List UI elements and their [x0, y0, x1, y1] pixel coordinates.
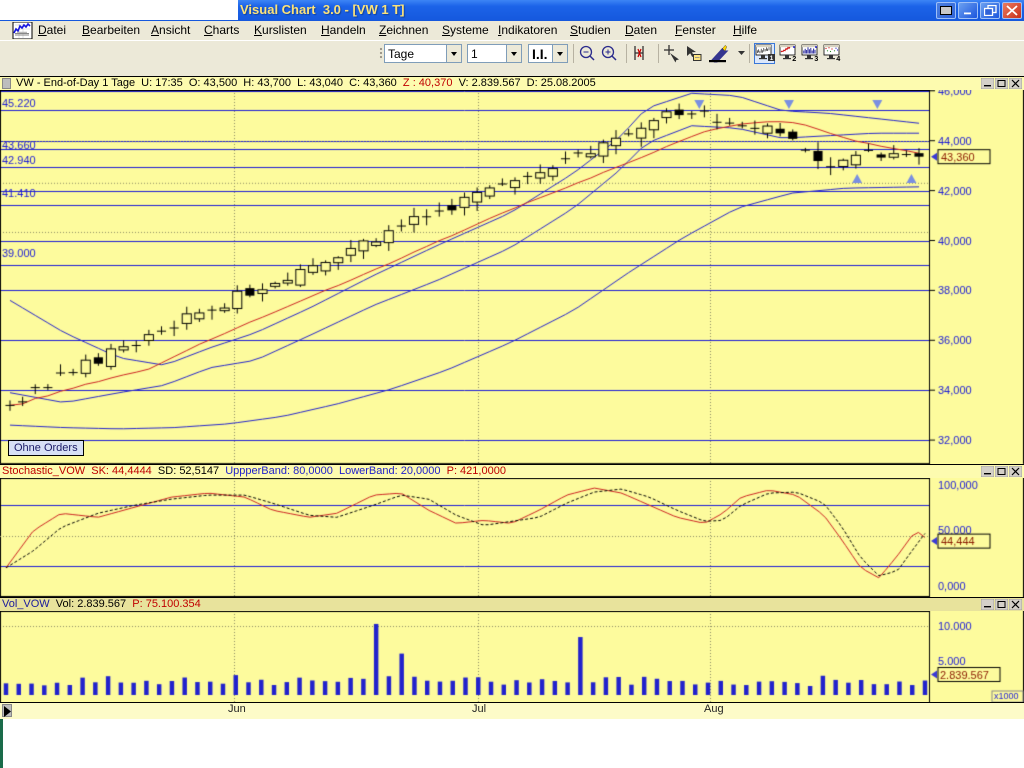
svg-text:4: 4: [836, 54, 841, 63]
svg-text:1: 1: [770, 55, 774, 62]
svg-text:2: 2: [792, 54, 796, 63]
svg-text:3: 3: [814, 54, 818, 63]
